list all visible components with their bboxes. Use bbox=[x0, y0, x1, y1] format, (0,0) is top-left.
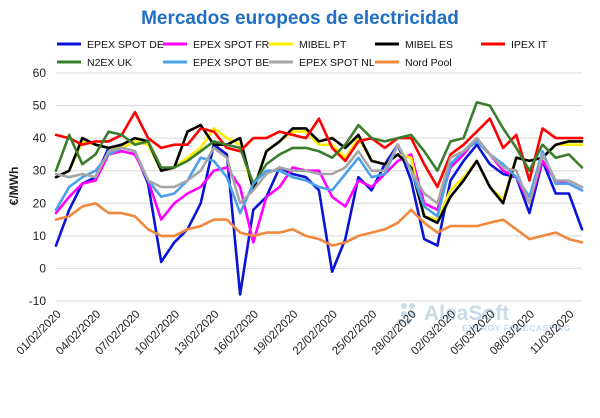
logo-brand-text: AleaSoft bbox=[424, 302, 509, 325]
legend-label: MIBEL PT bbox=[299, 39, 347, 51]
y-tick-label: -10 bbox=[29, 294, 47, 308]
legend-label: MIBEL ES bbox=[405, 39, 453, 51]
y-axis-label: €/MWh bbox=[7, 167, 21, 206]
series-line-nord-pool bbox=[54, 202, 584, 247]
legend-item-mibel-es: MIBEL ES bbox=[375, 39, 453, 51]
logo-tagline-text: ENERGY FORECASTING bbox=[462, 323, 571, 333]
series-line-ipex-it bbox=[54, 110, 584, 189]
legend-label: EPEX SPOT NL bbox=[299, 57, 375, 69]
series-line-epex-spot-nl bbox=[54, 136, 584, 205]
chart-title: Mercados europeos de electricidad bbox=[141, 8, 459, 29]
legend-label: EPEX SPOT DE bbox=[87, 39, 164, 51]
legend-item-epex-spot-de: EPEX SPOT DE bbox=[57, 39, 164, 51]
series-line-mibel-es bbox=[54, 123, 584, 225]
y-tick-label: 60 bbox=[33, 66, 47, 80]
legend-item-mibel-pt: MIBEL PT bbox=[269, 39, 347, 51]
series-line-n2ex-uk bbox=[54, 101, 584, 185]
legend-item-epex-spot-nl: EPEX SPOT NL bbox=[269, 57, 375, 69]
y-tick-label: 40 bbox=[33, 131, 47, 145]
aleasoft-logo: AleaSoft ENERGY FORECASTING bbox=[397, 302, 571, 333]
series-lines bbox=[54, 101, 584, 296]
legend-label: EPEX SPOT BE bbox=[193, 57, 269, 69]
legend-item-epex-spot-be: EPEX SPOT BE bbox=[163, 57, 269, 69]
legend-item-nord-pool: Nord Pool bbox=[375, 57, 452, 69]
legend-item-ipex-it: IPEX IT bbox=[481, 39, 548, 51]
legend-label: Nord Pool bbox=[405, 57, 452, 69]
y-tick-label: 10 bbox=[33, 229, 47, 243]
legend-item-epex-spot-fr: EPEX SPOT FR bbox=[163, 39, 270, 51]
y-tick-label: 20 bbox=[33, 196, 47, 210]
y-tick-label: 0 bbox=[39, 261, 46, 275]
legend-item-n2ex-uk: N2EX UK bbox=[57, 57, 132, 69]
y-tick-label: 50 bbox=[33, 99, 47, 113]
legend: EPEX SPOT DE EPEX SPOT FR MIBEL PT MIBEL ES… bbox=[57, 39, 548, 69]
y-axis-ticks: -10 0 10 20 30 40 50 60 bbox=[29, 66, 47, 308]
y-tick-label: 30 bbox=[33, 164, 47, 178]
legend-label: IPEX IT bbox=[511, 39, 548, 51]
legend-label: N2EX UK bbox=[87, 57, 132, 69]
legend-label: EPEX SPOT FR bbox=[193, 39, 270, 51]
